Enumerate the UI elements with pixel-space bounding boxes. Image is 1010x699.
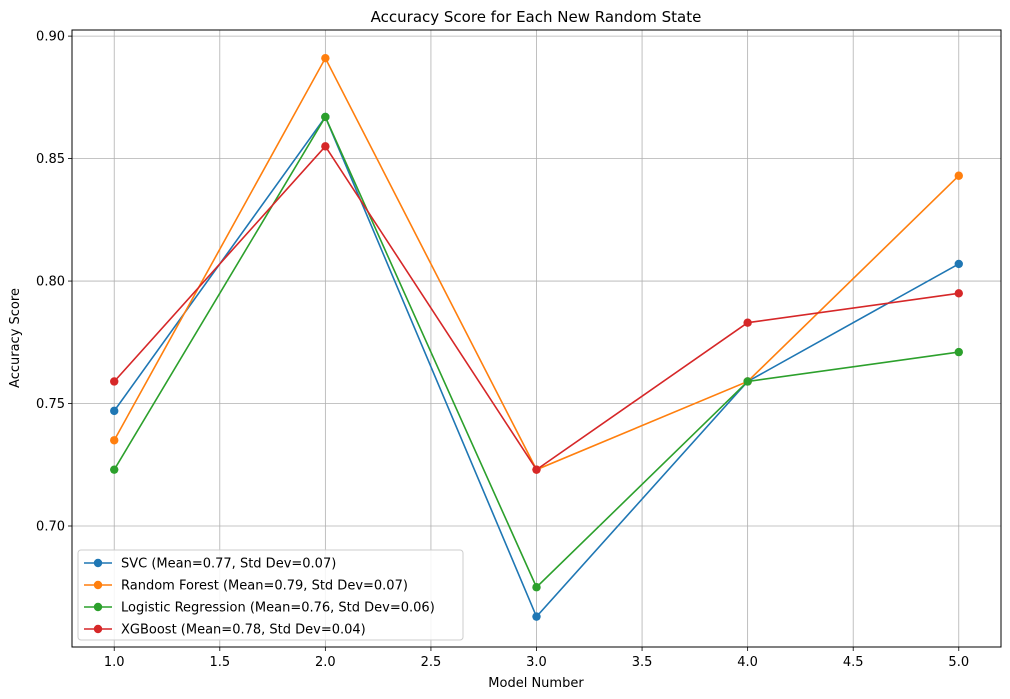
data-point xyxy=(743,377,752,386)
data-point xyxy=(532,465,541,474)
data-point xyxy=(110,436,119,445)
legend-item: Logistic Regression (Mean=0.76, Std Dev=… xyxy=(84,601,435,616)
y-tick-label: 0.70 xyxy=(36,520,65,535)
data-point xyxy=(954,259,963,269)
legend-label: Random Forest (Mean=0.79, Std Dev=0.07) xyxy=(121,579,408,594)
data-point xyxy=(532,612,541,621)
y-tick-label: 0.80 xyxy=(36,275,65,290)
legend-label: Logistic Regression (Mean=0.76, Std Dev=… xyxy=(121,601,435,616)
legend-box xyxy=(77,549,464,641)
legend-marker xyxy=(93,624,103,634)
x-tick-label: 2.5 xyxy=(421,655,442,670)
series-layer xyxy=(110,53,963,621)
data-point xyxy=(532,583,541,592)
y-axis-label: Accuracy Score xyxy=(8,288,23,388)
legend-marker xyxy=(93,580,103,590)
x-tick-label: 3.0 xyxy=(526,655,547,670)
y-tick-label: 0.75 xyxy=(36,397,65,412)
x-axis-label: Model Number xyxy=(488,676,584,691)
series-3 xyxy=(110,112,963,592)
legend-marker xyxy=(93,602,103,612)
data-point xyxy=(110,406,119,416)
legend-label: SVC (Mean=0.77, Std Dev=0.07) xyxy=(121,557,336,572)
x-tick-label: 1.5 xyxy=(209,655,230,670)
data-point xyxy=(954,171,963,180)
x-tick-label: 2.0 xyxy=(315,655,336,670)
legend: SVC (Mean=0.77, Std Dev=0.07) Random Fore… xyxy=(77,549,464,641)
data-point xyxy=(321,112,330,122)
y-tick-label: 0.90 xyxy=(36,30,65,45)
legend-marker xyxy=(93,558,103,568)
data-point xyxy=(321,53,330,63)
x-tick-label: 3.5 xyxy=(632,655,653,670)
data-point xyxy=(743,318,752,327)
legend-item: XGBoost (Mean=0.78, Std Dev=0.04) xyxy=(84,623,366,638)
x-tick-label: 1.0 xyxy=(104,655,125,670)
legend-label: XGBoost (Mean=0.78, Std Dev=0.04) xyxy=(121,623,366,638)
data-point xyxy=(110,465,119,474)
legend-item: SVC (Mean=0.77, Std Dev=0.07) xyxy=(84,557,336,572)
x-tick-label: 4.0 xyxy=(737,655,758,670)
data-point xyxy=(954,347,963,357)
data-point xyxy=(110,377,119,386)
x-tick-label: 5.0 xyxy=(948,655,969,670)
legend-item: Random Forest (Mean=0.79, Std Dev=0.07) xyxy=(84,579,408,594)
y-tick-label: 0.85 xyxy=(36,152,65,167)
x-tick-label: 4.5 xyxy=(843,655,864,670)
chart-title: Accuracy Score for Each New Random State xyxy=(371,8,702,26)
x-axis-ticks: 1.0 1.5 2.0 2.5 3.0 3.5 4.0 4.5 5.0 xyxy=(104,647,969,670)
data-point xyxy=(321,142,330,151)
y-axis-ticks: 0.70 0.75 0.80 0.85 0.90 xyxy=(36,30,72,535)
data-point xyxy=(954,289,963,298)
series-4 xyxy=(110,142,963,474)
